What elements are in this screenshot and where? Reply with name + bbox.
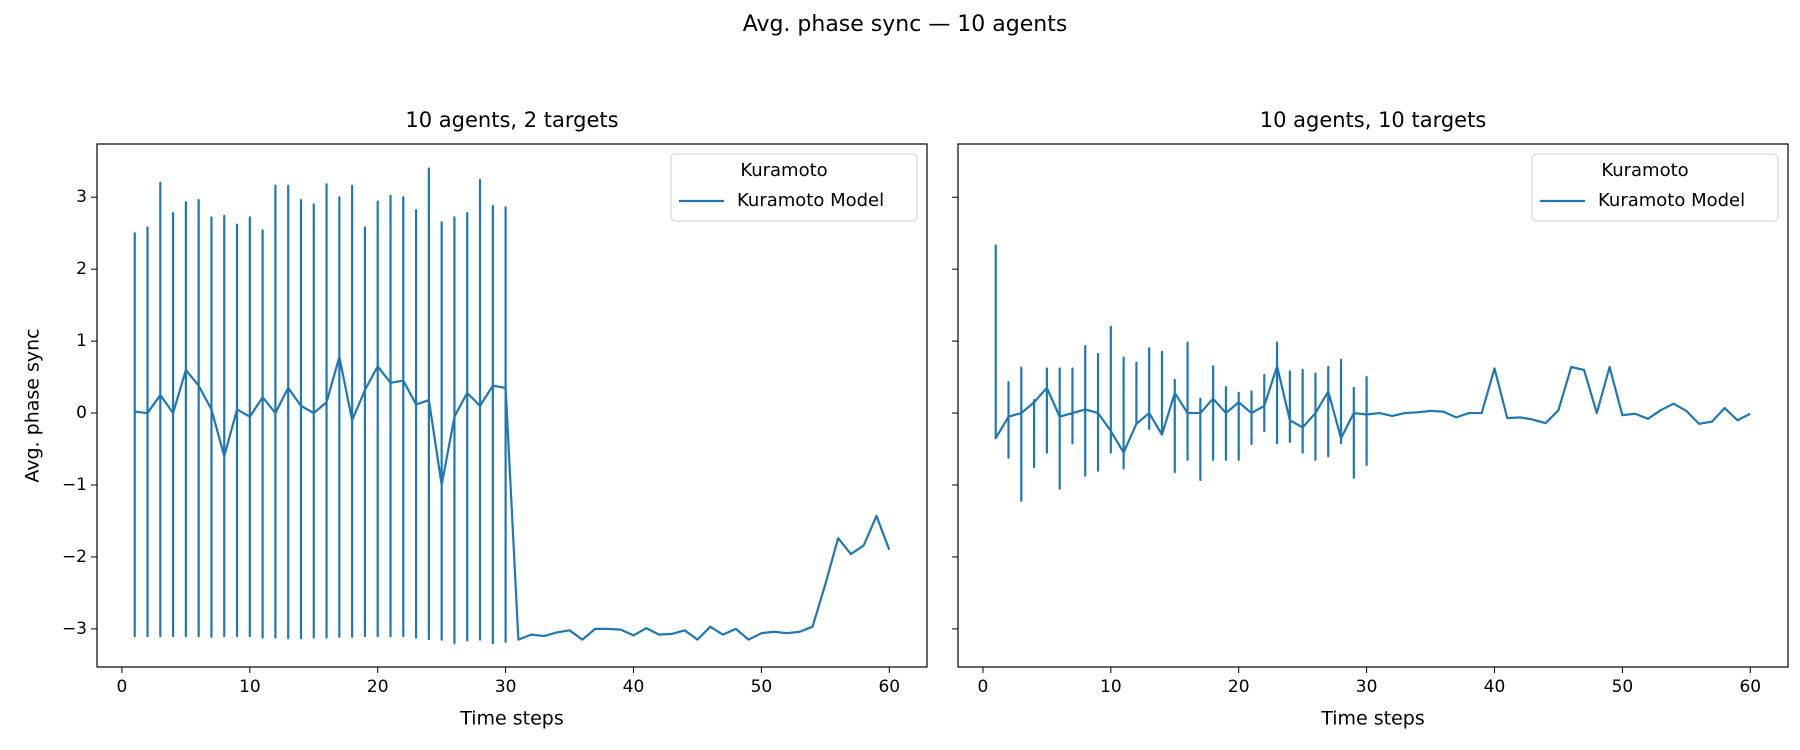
- y-tick-label: 2: [76, 259, 87, 279]
- y-tick-label: −1: [62, 475, 87, 495]
- subplot: 10 agents, 2 targets 0 10 20 30 40 50 60 −3 −2 −1 0…: [22, 108, 928, 730]
- x-tick-label: 0: [117, 677, 128, 697]
- x-tick-label: 20: [1228, 677, 1250, 697]
- y-tick-label: −2: [62, 547, 87, 567]
- x-tick-label: 60: [1739, 677, 1761, 697]
- x-tick-label: 60: [878, 677, 900, 697]
- x-tick-label: 20: [367, 677, 389, 697]
- data-line: [994, 244, 1751, 502]
- legend-box: [670, 153, 918, 222]
- subplot: 10 agents, 10 targets 0 10 20 30 40 50 60 Time s…: [952, 108, 1789, 730]
- x-tick-label: 10: [239, 677, 261, 697]
- x-tick-label: 50: [751, 677, 773, 697]
- subplot-title: 10 agents, 2 targets: [405, 108, 618, 132]
- y-tick-label: 1: [76, 331, 87, 351]
- axes-frame: [96, 143, 928, 668]
- x-tick-label: 40: [623, 677, 645, 697]
- legend-title: Kuramoto: [740, 160, 827, 181]
- x-tick-label: 0: [978, 677, 989, 697]
- figure-title: Avg. phase sync — 10 agents: [743, 12, 1068, 37]
- x-tick-label: 30: [495, 677, 517, 697]
- y-axis-label: Avg. phase sync: [22, 328, 44, 482]
- legend-box: [1531, 153, 1779, 222]
- y-tick-label: 3: [76, 187, 87, 207]
- data-line: [133, 167, 891, 645]
- legend-title: Kuramoto: [1601, 160, 1688, 181]
- y-tick-label: −3: [62, 619, 87, 639]
- x-tick-label: 50: [1612, 677, 1634, 697]
- y-tick-label: 0: [76, 403, 87, 423]
- x-axis-label: Time steps: [459, 708, 564, 730]
- x-tick-label: 30: [1356, 677, 1378, 697]
- subplot-title: 10 agents, 10 targets: [1260, 108, 1487, 132]
- axes-frame: [957, 143, 1789, 668]
- legend-label: Kuramoto Model: [1598, 190, 1745, 211]
- x-axis-label: Time steps: [1320, 708, 1425, 730]
- x-tick-label: 10: [1100, 677, 1122, 697]
- x-tick-label: 40: [1484, 677, 1506, 697]
- legend-label: Kuramoto Model: [737, 190, 884, 211]
